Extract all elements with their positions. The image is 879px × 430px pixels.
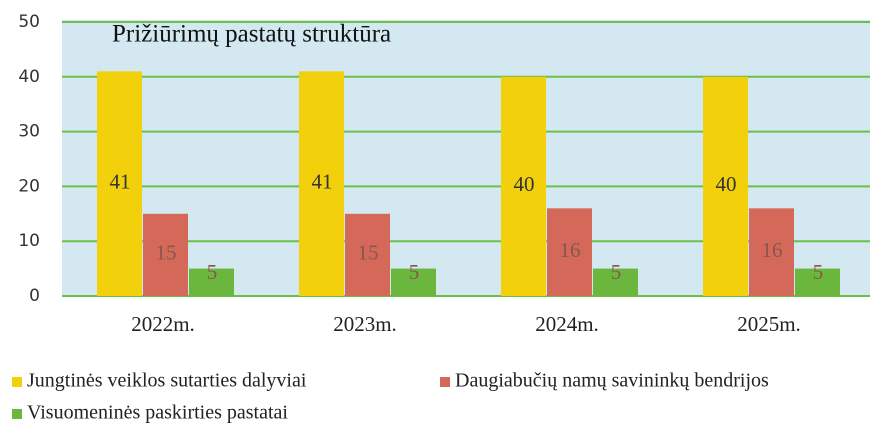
data-label: 41 (110, 169, 131, 193)
x-tick-label: 2024m. (535, 312, 599, 336)
data-label: 16 (560, 238, 581, 262)
bar (97, 71, 142, 296)
bar (345, 213, 390, 296)
legend-label: Jungtinės veiklos sutarties dalyviai (27, 370, 307, 392)
bar (189, 268, 234, 296)
data-label: 5 (813, 260, 824, 284)
bar (501, 76, 546, 296)
bar (299, 71, 344, 296)
bar (703, 76, 748, 296)
y-tick-label: 40 (18, 67, 40, 87)
data-label: 41 (312, 169, 333, 193)
legend-swatch (12, 409, 22, 419)
data-label: 16 (762, 238, 783, 262)
data-label: 40 (514, 172, 535, 196)
y-tick-label: 30 (18, 122, 40, 142)
y-tick-label: 0 (29, 286, 40, 306)
data-label: 15 (358, 241, 379, 265)
data-label: 5 (611, 260, 622, 284)
y-tick-label: 10 (18, 231, 40, 251)
bar (143, 213, 188, 296)
x-tick-label: 2023m. (333, 312, 397, 336)
bar (795, 268, 840, 296)
data-label: 40 (716, 172, 737, 196)
bar (547, 208, 592, 296)
data-label: 15 (156, 241, 177, 265)
y-tick-label: 50 (18, 12, 40, 32)
legend-swatch (440, 377, 450, 387)
x-tick-label: 2022m. (131, 312, 195, 336)
bar (391, 268, 436, 296)
data-label: 5 (207, 260, 218, 284)
legend-swatch (12, 377, 22, 387)
x-tick-label: 2025m. (737, 312, 801, 336)
bar (593, 268, 638, 296)
data-label: 5 (409, 260, 420, 284)
y-tick-label: 20 (18, 176, 40, 196)
chart-title: Prižiūrimų pastatų struktūra (112, 21, 391, 48)
legend-label: Daugiabučių namų savininkų bendrijos (455, 370, 769, 392)
bar (749, 208, 794, 296)
legend-label: Visuomeninės paskirties pastatai (27, 402, 288, 424)
